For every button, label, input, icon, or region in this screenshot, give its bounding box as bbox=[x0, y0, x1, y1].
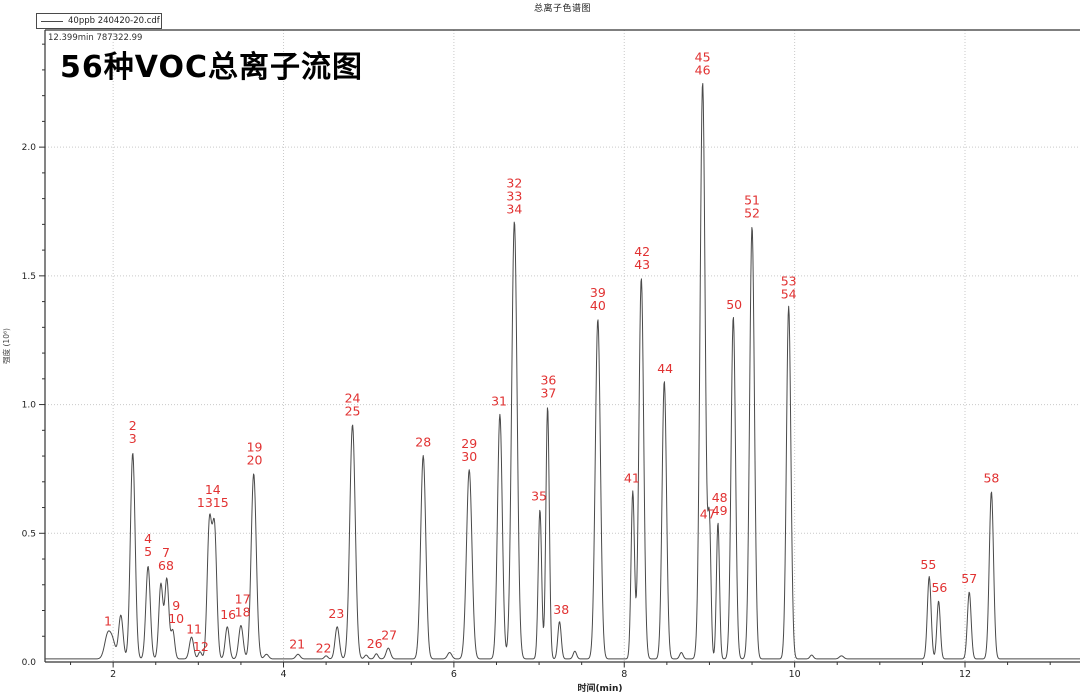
peak-label-37: 37 bbox=[540, 386, 556, 401]
legend[interactable]: 40ppb 240420-20.cdf bbox=[36, 13, 162, 29]
peak-label-33: 33 bbox=[506, 189, 522, 204]
peak-label-47: 47 bbox=[700, 507, 716, 522]
peak-label-53: 53 bbox=[781, 274, 797, 289]
cursor-readout: 12.399min 787322.99 bbox=[48, 33, 143, 43]
peak-label-18: 18 bbox=[235, 605, 251, 620]
peak-label-55: 55 bbox=[920, 557, 936, 572]
svg-text:8: 8 bbox=[621, 669, 627, 680]
peak-label-41: 41 bbox=[624, 471, 640, 486]
gridlines bbox=[45, 30, 1080, 662]
peak-label-36: 36 bbox=[540, 373, 556, 388]
peak-label-39: 39 bbox=[590, 285, 606, 300]
peak-label-25: 25 bbox=[345, 404, 361, 419]
peak-label-4: 4 bbox=[144, 531, 152, 546]
svg-text:2: 2 bbox=[110, 669, 116, 680]
svg-text:2.0: 2.0 bbox=[22, 143, 37, 153]
peak-label-45: 45 bbox=[695, 50, 711, 65]
peak-label-16: 16 bbox=[220, 607, 236, 622]
peak-label-22: 22 bbox=[316, 641, 332, 656]
svg-text:1.0: 1.0 bbox=[22, 401, 37, 411]
peak-label-44: 44 bbox=[657, 361, 673, 376]
svg-text:0.5: 0.5 bbox=[22, 529, 36, 539]
peak-label-1315: 1315 bbox=[197, 495, 229, 510]
peak-label-32: 32 bbox=[506, 176, 522, 191]
svg-text:6: 6 bbox=[451, 669, 457, 680]
peak-label-17: 17 bbox=[235, 592, 251, 607]
peak-label-58: 58 bbox=[983, 471, 999, 486]
peak-label-31: 31 bbox=[491, 393, 507, 408]
peak-label-2: 2 bbox=[129, 418, 137, 433]
peak-label-46: 46 bbox=[695, 63, 711, 78]
peak-label-19: 19 bbox=[247, 440, 263, 455]
peak-label-57: 57 bbox=[961, 571, 977, 586]
peak-label-9: 9 bbox=[172, 598, 180, 613]
peak-label-1: 1 bbox=[104, 614, 112, 629]
peak-label-38: 38 bbox=[553, 602, 569, 617]
chart-title: 总离子色谱图 bbox=[533, 4, 591, 14]
peak-label-24: 24 bbox=[345, 391, 361, 406]
peak-label-34: 34 bbox=[506, 202, 522, 217]
peak-label-30: 30 bbox=[461, 449, 477, 464]
peak-label-20: 20 bbox=[247, 453, 263, 468]
y-axis-label: 强度 (10⁶) bbox=[1, 328, 11, 364]
peak-label-50: 50 bbox=[726, 297, 742, 312]
peak-label-14: 14 bbox=[205, 482, 221, 497]
peak-label-12: 12 bbox=[193, 639, 209, 654]
page-heading: 56种VOC总离子流图 bbox=[60, 50, 363, 85]
peak-label-42: 42 bbox=[634, 244, 650, 259]
x-tick-labels: 2 4 6 8 10 12 bbox=[110, 669, 971, 680]
legend-line-sample-icon bbox=[41, 20, 63, 22]
peak-label-40: 40 bbox=[590, 298, 606, 313]
plot-frame bbox=[44, 29, 1080, 663]
peak-label-43: 43 bbox=[634, 257, 650, 272]
peak-label-5: 5 bbox=[144, 544, 152, 559]
peak-label-28: 28 bbox=[415, 435, 431, 450]
svg-text:12: 12 bbox=[959, 669, 971, 680]
peak-label-11: 11 bbox=[186, 621, 202, 636]
legend-series-label: 40ppb 240420-20.cdf bbox=[68, 16, 160, 26]
peak-label-35: 35 bbox=[531, 489, 547, 504]
svg-text:10: 10 bbox=[789, 669, 801, 680]
peak-label-3: 3 bbox=[129, 431, 137, 446]
peak-label-29: 29 bbox=[461, 436, 477, 451]
peak-label-10: 10 bbox=[168, 611, 184, 626]
tic-curve bbox=[45, 83, 1080, 660]
peak-label-7: 7 bbox=[162, 545, 170, 560]
peak-label-23: 23 bbox=[328, 606, 344, 621]
peak-label-21: 21 bbox=[289, 637, 305, 652]
peak-label-26: 26 bbox=[367, 636, 383, 651]
y-tick-labels: 0.0 0.5 1.0 1.5 2.0 bbox=[22, 143, 37, 668]
x-axis-label: 时间(min) bbox=[577, 682, 622, 694]
peak-label-27: 27 bbox=[381, 628, 397, 643]
peak-label-68: 68 bbox=[158, 558, 174, 573]
axis-ticks bbox=[39, 43, 1051, 668]
svg-text:0.0: 0.0 bbox=[22, 658, 37, 668]
peak-label-49: 49 bbox=[712, 503, 728, 518]
svg-text:4: 4 bbox=[280, 669, 286, 680]
peak-label-56: 56 bbox=[931, 580, 947, 595]
peak-label-51: 51 bbox=[744, 193, 760, 208]
peak-label-52: 52 bbox=[744, 206, 760, 221]
peak-label-48: 48 bbox=[712, 490, 728, 505]
peak-label-54: 54 bbox=[781, 287, 797, 302]
svg-text:1.5: 1.5 bbox=[22, 272, 36, 282]
